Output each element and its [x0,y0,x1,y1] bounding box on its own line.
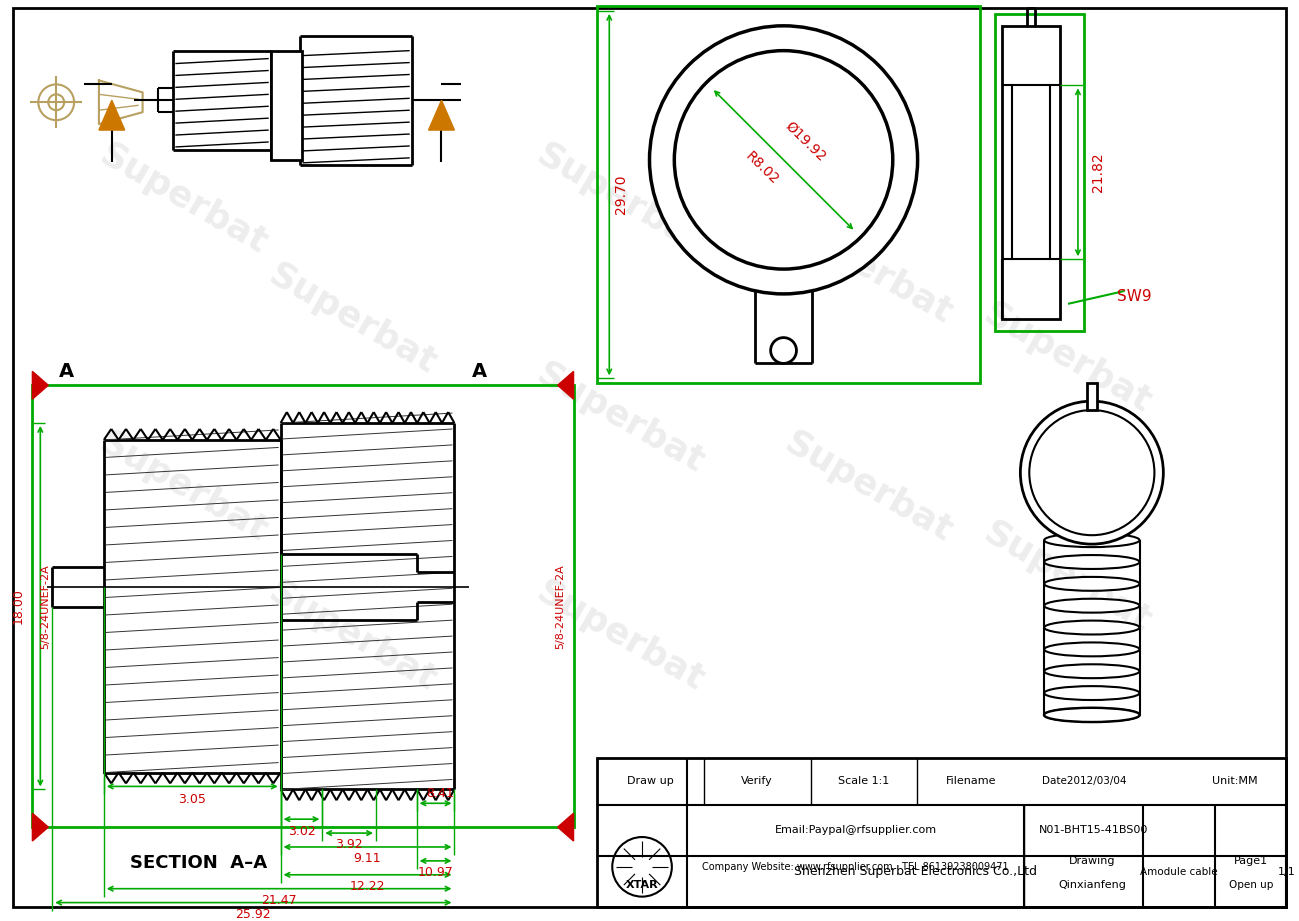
Bar [1012,86,1050,259]
Polygon shape [557,371,574,399]
Ellipse shape [1044,664,1139,678]
Text: Superbat: Superbat [977,515,1157,638]
Polygon shape [32,813,48,841]
Text: 8.41: 8.41 [426,787,455,799]
Text: Superbat: Superbat [262,575,442,698]
Polygon shape [429,100,455,130]
Text: Superbat: Superbat [262,257,442,380]
Text: N01-BHT15-41BS00: N01-BHT15-41BS00 [1039,825,1148,835]
Text: SW9: SW9 [1117,289,1152,304]
Text: Amodule cable: Amodule cable [1141,867,1218,877]
Ellipse shape [1044,686,1139,700]
Text: Email:Paypal@rfsupplier.com: Email:Paypal@rfsupplier.com [774,825,937,835]
Text: 21.82: 21.82 [1091,153,1105,192]
Text: 18.00: 18.00 [12,589,25,624]
Text: Superbat: Superbat [778,426,959,549]
Ellipse shape [1044,708,1139,722]
Ellipse shape [1044,643,1139,657]
Text: 12.22: 12.22 [349,880,386,893]
Ellipse shape [1044,577,1139,590]
Text: Superbat: Superbat [530,356,711,480]
Text: Verify: Verify [742,776,773,787]
Text: Date2012/03/04: Date2012/03/04 [1042,776,1126,787]
Circle shape [1020,402,1164,544]
Text: Superbat: Superbat [778,207,959,331]
Text: Qinxianfeng: Qinxianfeng [1057,880,1126,890]
Bar [598,6,979,383]
Bar [995,14,1083,331]
Bar [1087,383,1096,410]
Text: 5/8-24UNEF-2A: 5/8-24UNEF-2A [40,564,51,648]
Text: 3.02: 3.02 [287,824,316,837]
Text: Superbat: Superbat [94,426,273,549]
Circle shape [1029,410,1155,535]
Text: 3.92: 3.92 [335,838,362,852]
Text: SECTION  A–A: SECTION A–A [130,854,266,872]
Circle shape [650,26,917,294]
Text: 10.97: 10.97 [418,867,453,880]
Text: Filename: Filename [946,776,996,787]
Ellipse shape [1044,599,1139,612]
Text: Shenzhen Superbat Electronics Co.,Ltd: Shenzhen Superbat Electronics Co.,Ltd [794,866,1037,879]
Circle shape [770,338,796,364]
Text: Ø19.92: Ø19.92 [782,120,829,165]
Text: Open up: Open up [1229,880,1273,890]
Text: Drawing: Drawing [1069,856,1115,866]
Text: Scale 1:1: Scale 1:1 [838,776,890,787]
Ellipse shape [1044,708,1139,722]
Text: 25.92: 25.92 [235,908,271,921]
Text: Unit:MM: Unit:MM [1212,776,1257,787]
Text: Superbat: Superbat [530,138,711,262]
Bar [32,385,574,827]
Polygon shape [557,813,574,841]
Polygon shape [32,371,48,399]
Circle shape [674,51,892,269]
Text: 9.11: 9.11 [353,853,382,866]
Ellipse shape [1044,533,1139,547]
Polygon shape [99,100,125,130]
Ellipse shape [1044,555,1139,569]
Text: A: A [472,362,487,381]
Text: Superbat: Superbat [94,138,273,262]
Text: Draw up: Draw up [627,776,674,787]
Text: Page1: Page1 [1234,856,1268,866]
Ellipse shape [1044,621,1139,635]
Text: 5/8-24UNEF-2A: 5/8-24UNEF-2A [556,564,565,648]
Text: Company Website: www.rfsupplier.com   TEL 86139238009471: Company Website: www.rfsupplier.com TEL … [703,862,1009,872]
Text: R8.02: R8.02 [742,149,781,187]
Text: 21.47: 21.47 [261,894,297,907]
Text: 1/1: 1/1 [1278,867,1295,877]
Text: XTAR: XTAR [626,880,659,890]
Text: Superbat: Superbat [977,297,1157,420]
Bar [598,758,1286,906]
Bar [1003,26,1060,319]
Bar [270,51,303,160]
Text: 3.05: 3.05 [178,793,207,806]
Text: 29.70: 29.70 [614,175,629,215]
Text: A: A [58,362,74,381]
Text: Superbat: Superbat [530,575,711,698]
